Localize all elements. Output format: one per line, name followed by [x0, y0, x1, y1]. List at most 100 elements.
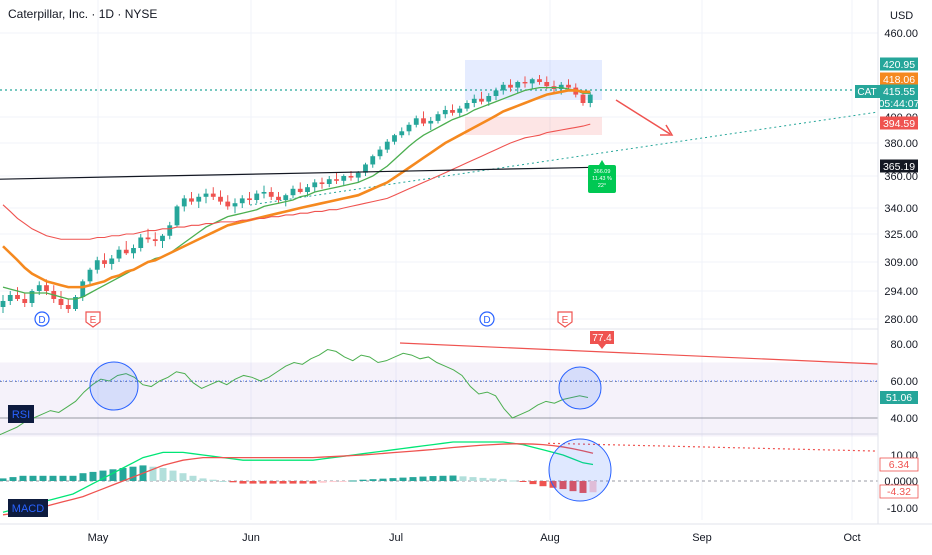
candle-body: [138, 237, 144, 248]
candle-body: [58, 299, 64, 305]
highlight-circle: [89, 361, 139, 411]
candle-body: [29, 291, 35, 303]
macd-histogram-bar: [459, 476, 467, 481]
dividend-marker: [479, 311, 495, 327]
candle-body: [15, 295, 20, 299]
macd-histogram-bar: [69, 475, 77, 481]
candle-body: [73, 297, 78, 309]
candle-body: [218, 196, 223, 202]
candle-body: [428, 120, 434, 124]
candle-body: [80, 281, 86, 297]
macd-histogram-bar: [39, 475, 47, 481]
highlight-circle: [548, 438, 612, 502]
candle-body: [421, 118, 426, 124]
candle-body: [174, 206, 180, 226]
macd-histogram-bar: [299, 481, 307, 484]
price-label-box: [880, 84, 918, 98]
grid: [0, 0, 878, 520]
candle-body: [210, 193, 216, 197]
event-marker-text: D: [483, 315, 490, 326]
macd-histogram-bar: [319, 481, 327, 483]
pane-name-box: [8, 405, 34, 423]
candle-body: [457, 108, 463, 113]
candle-body: [471, 98, 477, 103]
event-marker-text: E: [90, 315, 97, 326]
candle-body: [529, 79, 535, 84]
measure-box: [588, 165, 616, 193]
macd-histogram-bar: [579, 481, 587, 493]
rsi-label-box: [590, 331, 614, 344]
macd-histogram-bar: [509, 480, 517, 482]
macd-histogram-bar: [209, 479, 217, 481]
y-tick-label: 325.00: [884, 229, 918, 241]
x-tick-label: Jul: [389, 532, 403, 544]
macd-histogram-bar: [229, 481, 237, 483]
macd-histogram-bar: [0, 478, 7, 481]
pane-name-box: [8, 499, 48, 517]
macd-histogram-bar: [239, 481, 247, 484]
macd-histogram-bar: [219, 481, 227, 482]
down-arrow: [615, 99, 671, 135]
candle-body: [203, 193, 209, 197]
candle-body: [232, 203, 238, 207]
x-tick-label: Jun: [242, 532, 260, 544]
price-label: 394.59: [883, 118, 915, 130]
macd-histogram-bar: [59, 475, 67, 481]
event-marker-text: D: [38, 315, 45, 326]
macd-histogram-bar: [99, 470, 107, 481]
candle-body: [102, 260, 107, 264]
macd-histogram-bar: [149, 466, 157, 481]
macd-histogram-bar: [349, 480, 357, 482]
y-tick-label: 360.00: [884, 171, 918, 183]
candle-body: [123, 249, 129, 254]
macd-pane: MACD: [0, 438, 879, 517]
long-term-ma: [0, 166, 589, 180]
price-label: 420.95: [883, 59, 915, 71]
candle-body: [189, 198, 194, 202]
candle-body: [261, 192, 267, 194]
macd-value-box: [879, 484, 919, 499]
moving-average-line: [2, 89, 591, 289]
macd-histogram-bar: [569, 481, 577, 492]
macd-histogram-bar: [429, 476, 437, 481]
macd-histogram-bar: [559, 481, 567, 490]
earnings-marker: [557, 311, 573, 328]
candle-body: [587, 94, 593, 103]
candle-body: [464, 103, 470, 109]
candle-body: [392, 135, 397, 142]
candle-body: [239, 198, 245, 204]
candle-body: [22, 299, 28, 303]
candle-body: [413, 118, 419, 125]
currency-label: USD: [890, 10, 913, 22]
macd-histogram-bar: [79, 473, 87, 481]
candle-body: [363, 164, 368, 173]
candle-body: [580, 94, 586, 103]
macd-line: [2, 441, 594, 513]
macd-value-box: [879, 457, 919, 472]
candle-body: [515, 82, 521, 88]
macd-histogram-bar: [529, 481, 537, 485]
x-tick-label: Oct: [843, 532, 860, 544]
candle-body: [326, 179, 332, 184]
macd-histogram-bar: [409, 477, 417, 481]
candle-body: [384, 141, 390, 150]
candle-body: [537, 79, 542, 82]
macd-histogram-bar: [259, 481, 267, 484]
macd-histogram-bar: [119, 468, 127, 481]
candle-body: [355, 172, 361, 178]
macd-pane-name: MACD: [12, 503, 44, 515]
price-label: 05:44:07: [879, 98, 920, 110]
symbol-tag: CAT: [857, 87, 876, 98]
candle-body: [558, 84, 564, 89]
price-label: 415.55: [883, 86, 915, 98]
macd-histogram-bar: [9, 477, 17, 481]
macd-histogram-bar: [129, 466, 137, 481]
candle-body: [544, 82, 550, 87]
macd-tick-label: -10.00: [887, 503, 918, 515]
candle-body: [500, 84, 506, 91]
candle-body: [566, 84, 571, 88]
candle-body: [276, 196, 281, 200]
